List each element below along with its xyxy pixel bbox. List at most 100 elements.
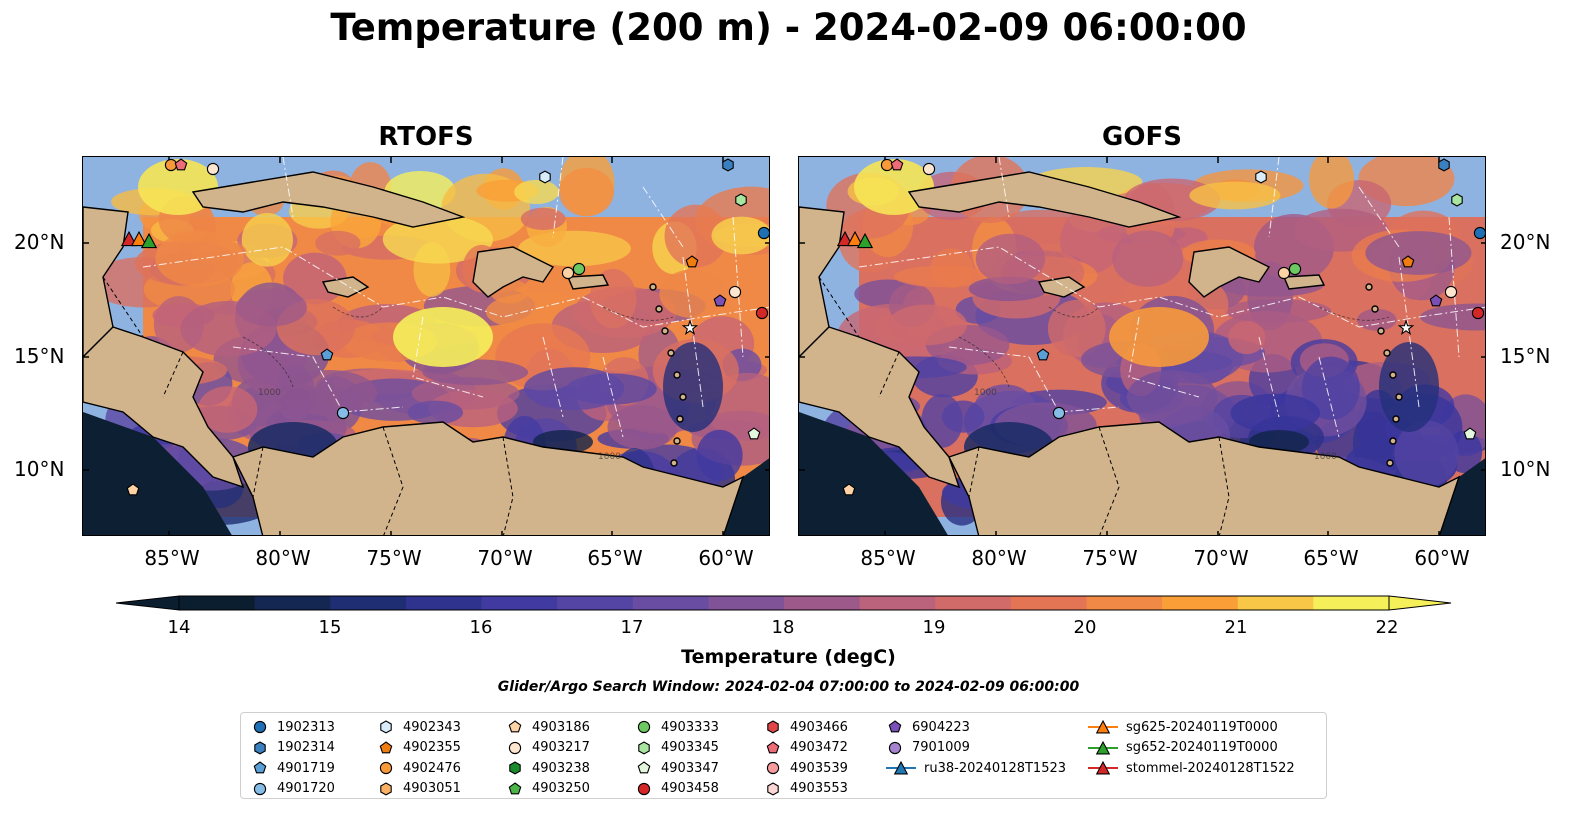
argo-float-marker — [320, 348, 334, 361]
argo-float-marker — [890, 158, 904, 171]
legend-marker-icon — [509, 761, 521, 775]
platform-markers — [120, 158, 769, 496]
lon-label-75w: 75°W — [1082, 546, 1138, 570]
colorbar-bin — [254, 596, 331, 610]
legend-marker-icon — [253, 721, 267, 734]
legend-item: 4903345 — [635, 738, 719, 759]
colorbar-bin — [632, 596, 709, 610]
lon-label-85w: 85°W — [860, 546, 916, 570]
legend-item-label: sg625-20240119T0000 — [1126, 719, 1278, 735]
argo-float-marker — [755, 306, 769, 320]
argo-float-marker — [685, 255, 699, 268]
argo-float-marker — [164, 158, 178, 172]
legend-item: 4903186 — [506, 717, 590, 738]
legend-marker-icon — [1088, 761, 1118, 775]
bathymetry-contours: 1000 1000 — [958, 306, 1390, 462]
argo-float-marker — [561, 266, 575, 280]
legend-marker-icon — [380, 782, 392, 796]
argo-float-marker — [747, 427, 761, 440]
colorbar-tick: 22 — [1375, 617, 1399, 638]
svg-text:1000: 1000 — [974, 388, 997, 398]
lat-label-10n-left: 10°N — [14, 457, 65, 481]
legend-item-label: 4901720 — [277, 781, 335, 797]
land — [799, 171, 1461, 535]
country-borders — [818, 276, 1230, 535]
legend: 1902313 1902314 4901719 4901720 4902343 49023… — [240, 712, 1327, 799]
legend-marker-pentagon — [379, 741, 393, 754]
legend-item: sg625-20240119T0000 — [1088, 717, 1295, 738]
legend-marker-icon — [637, 782, 651, 795]
legend-marker-triangle — [893, 761, 909, 775]
legend-marker-circle — [637, 721, 651, 734]
colorbar-bin — [481, 596, 558, 610]
colorbar-tick: 14 — [167, 617, 191, 638]
colorbar-bin — [784, 596, 861, 610]
legend-marker-pentagon — [253, 761, 267, 774]
argo-float-marker — [126, 483, 140, 496]
argo-float-marker — [1397, 319, 1415, 336]
cuba — [907, 171, 1182, 228]
pacific-ocean — [799, 412, 948, 535]
legend-marker-icon — [888, 720, 902, 733]
map-panel-rtofs: 1000 1000 — [82, 156, 770, 536]
legend-item: 4903466 — [764, 717, 848, 738]
lat-label-15n-right: 15°N — [1500, 344, 1551, 368]
legend-item-label: 4903539 — [790, 760, 848, 776]
glider-marker-sg652 — [856, 232, 874, 249]
puerto-rico — [1282, 274, 1326, 290]
legend-marker-icon — [379, 762, 393, 775]
legend-item-label: 4903466 — [790, 719, 848, 735]
legend-marker-pentagon — [508, 782, 522, 795]
glider-marker-sg625 — [130, 230, 148, 247]
argo-float-marker — [1438, 158, 1450, 172]
colorbar-bin — [557, 596, 634, 610]
colorbar-bin — [179, 596, 256, 610]
legend-item-label: 4903238 — [532, 760, 590, 776]
argo-float-marker — [1255, 170, 1267, 184]
legend-marker-circle — [888, 741, 902, 754]
argo-float-marker — [735, 193, 747, 207]
colorbar-bin — [330, 596, 407, 610]
argo-float-marker — [1463, 427, 1477, 440]
legend-item-label: 4903333 — [661, 719, 719, 735]
legend-item: 7901009 — [886, 738, 1066, 759]
temperature-field — [88, 157, 769, 533]
lat-label-15n-left: 15°N — [14, 344, 65, 368]
legend-marker-icon — [637, 761, 651, 774]
argo-float-marker — [880, 158, 894, 172]
colorbar-bin — [1237, 596, 1314, 610]
legend-item: 4903333 — [635, 717, 719, 738]
colorbar-bin — [405, 596, 482, 610]
lat-label-10n-right: 10°N — [1500, 457, 1551, 481]
colorbar-tick: 20 — [1073, 617, 1097, 638]
lat-label-20n-right: 20°N — [1500, 230, 1551, 254]
svg-text:1000: 1000 — [598, 452, 621, 462]
colorbar — [116, 595, 1452, 611]
legend-item-label: sg652-20240119T0000 — [1126, 740, 1278, 756]
pacific-ocean — [83, 412, 232, 535]
colorbar-bin — [1086, 596, 1163, 610]
legend-marker-triangle — [1095, 740, 1111, 755]
colorbar-tick: 19 — [922, 617, 946, 638]
legend-item: 4903472 — [764, 738, 848, 759]
colorbar-tick: 17 — [620, 617, 644, 638]
legend-column: 4903466 4903472 4903539 4903553 — [764, 717, 848, 799]
legend-marker-circle — [253, 721, 267, 734]
legend-item-label: 4903051 — [403, 781, 461, 797]
legend-item: 4903250 — [506, 779, 590, 800]
legend-marker-circle — [766, 762, 780, 775]
argo-float-marker — [681, 319, 699, 336]
lon-label-65w: 65°W — [587, 546, 643, 570]
south-america — [232, 421, 745, 535]
legend-marker-circle — [379, 762, 393, 775]
legend-item: 6904223 — [886, 717, 1066, 738]
colorbar-label: Temperature (degC) — [681, 646, 896, 668]
legend-marker-icon — [767, 782, 779, 796]
argo-float-marker — [174, 158, 188, 171]
legend-marker-icon — [380, 720, 392, 734]
legend-marker-icon — [638, 741, 650, 755]
argo-float-marker — [1288, 262, 1302, 276]
legend-marker-icon — [253, 782, 267, 795]
colorbar-tick: 16 — [469, 617, 493, 638]
argo-float-marker — [922, 162, 936, 176]
